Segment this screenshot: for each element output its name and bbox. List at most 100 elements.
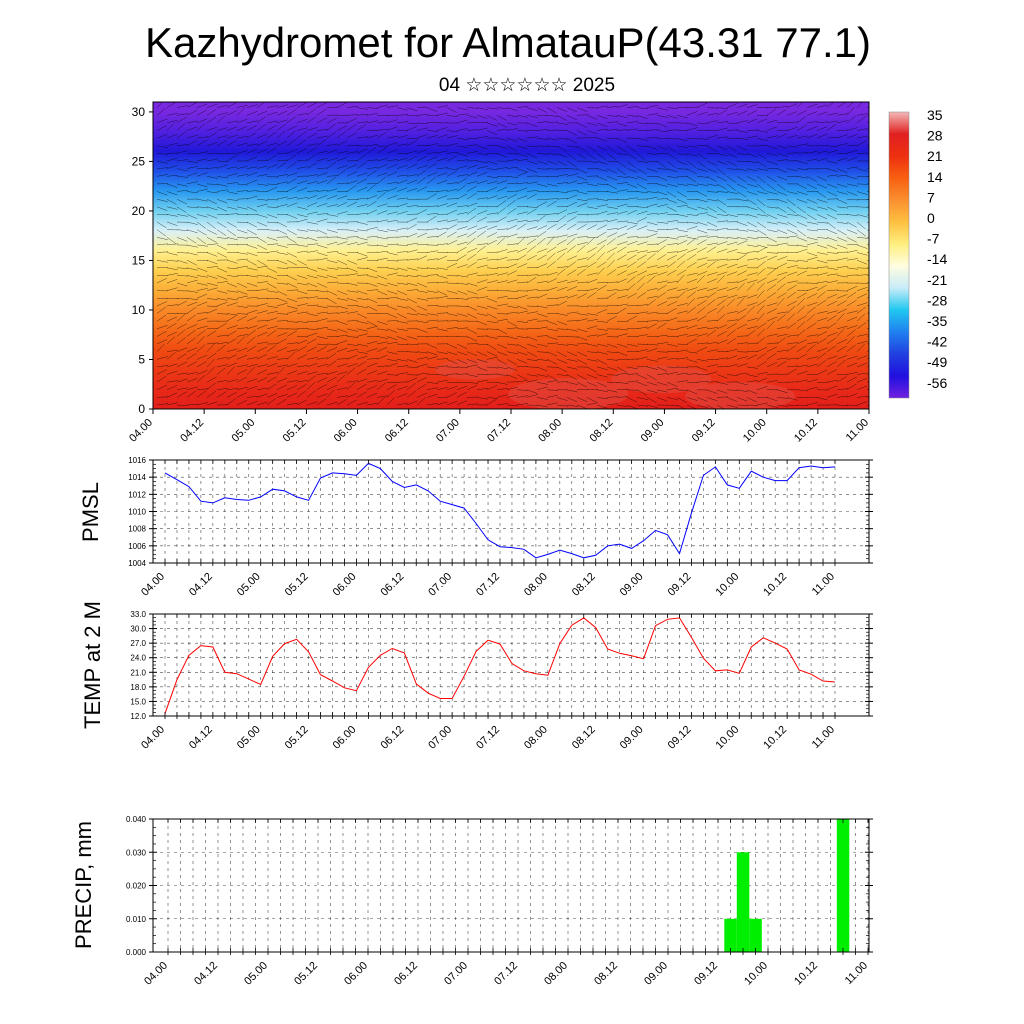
wind-barb bbox=[396, 174, 408, 177]
wind-barb bbox=[496, 228, 509, 230]
wind-barb bbox=[646, 168, 658, 172]
wind-barb bbox=[636, 115, 648, 119]
wind-barb bbox=[336, 371, 348, 375]
wind-barb bbox=[176, 198, 187, 205]
wind-barb bbox=[266, 330, 277, 337]
wind-barb bbox=[586, 381, 598, 387]
wind-barb bbox=[646, 343, 658, 346]
wind-barb bbox=[166, 119, 178, 124]
wind-barb bbox=[156, 301, 168, 307]
wind-barb bbox=[366, 184, 376, 192]
wind-barb bbox=[546, 328, 558, 332]
wind-barb bbox=[716, 237, 729, 239]
wind-barb bbox=[616, 328, 628, 331]
wind-barb bbox=[506, 263, 518, 269]
wind-barb bbox=[636, 397, 648, 400]
wind-barb bbox=[166, 252, 178, 256]
wind-barb bbox=[686, 137, 698, 140]
wind-barb bbox=[696, 315, 707, 322]
wind-barb bbox=[386, 119, 398, 124]
heatmap-y-tick-label: 20 bbox=[132, 204, 146, 218]
wind-barb bbox=[406, 242, 418, 246]
wind-barb bbox=[666, 254, 677, 261]
wind-barb bbox=[626, 224, 638, 230]
wind-barb bbox=[786, 214, 798, 216]
wind-barb bbox=[326, 221, 338, 224]
wind-barb bbox=[826, 160, 838, 164]
wind-barb bbox=[796, 176, 808, 179]
wind-barb bbox=[216, 281, 228, 284]
wind-barb bbox=[406, 282, 418, 287]
wind-barb bbox=[516, 153, 528, 157]
wind-barb bbox=[246, 336, 256, 345]
wind-barb bbox=[366, 402, 378, 406]
wind-barb bbox=[246, 111, 258, 116]
x-tick-label: 11.00 bbox=[810, 571, 837, 598]
wind-barb bbox=[356, 148, 368, 154]
wind-barb bbox=[826, 221, 836, 229]
wind-barb bbox=[766, 308, 777, 314]
wind-barb bbox=[636, 168, 647, 175]
wind-barb bbox=[676, 366, 689, 369]
wind-barb bbox=[266, 383, 277, 390]
wind-barb bbox=[536, 280, 548, 284]
wind-barb bbox=[356, 162, 367, 169]
x-tick-label: 07.00 bbox=[442, 960, 470, 988]
wind-barb bbox=[616, 381, 628, 384]
wind-barb bbox=[516, 374, 527, 380]
wind-barb bbox=[786, 199, 796, 207]
wind-barb bbox=[676, 191, 687, 198]
wind-barb bbox=[226, 338, 237, 345]
wind-barb bbox=[236, 334, 248, 337]
wind-barb bbox=[676, 260, 686, 268]
wind-barb bbox=[586, 115, 598, 120]
wind-barb bbox=[156, 237, 168, 241]
wind-barb bbox=[166, 267, 178, 271]
precip-bar bbox=[724, 918, 737, 953]
wind-barb bbox=[696, 342, 708, 345]
wind-barb bbox=[546, 278, 558, 284]
wind-barb bbox=[156, 314, 167, 322]
wind-barb bbox=[166, 122, 175, 131]
wind-barb bbox=[526, 153, 538, 159]
wind-barb bbox=[406, 107, 418, 112]
wind-barb bbox=[726, 348, 738, 352]
wind-barb bbox=[856, 267, 869, 269]
wind-barb bbox=[656, 168, 669, 170]
wind-barb bbox=[226, 120, 238, 124]
wind-barb bbox=[206, 330, 217, 337]
wind-barb bbox=[376, 275, 388, 280]
wind-barb bbox=[376, 190, 389, 192]
wind-barb bbox=[526, 296, 538, 299]
wind-barb bbox=[406, 179, 418, 185]
wind-barb bbox=[196, 388, 209, 391]
wind-barb bbox=[366, 275, 378, 279]
wind-barb bbox=[746, 279, 758, 284]
wind-barb bbox=[276, 174, 288, 177]
wind-barb bbox=[436, 267, 448, 270]
wind-barb bbox=[726, 374, 738, 376]
wind-barb bbox=[756, 277, 767, 284]
wind-barb bbox=[266, 305, 278, 308]
wind-barb bbox=[416, 244, 429, 246]
wind-barb bbox=[856, 252, 868, 256]
wind-barb bbox=[836, 134, 848, 139]
wind-barb bbox=[206, 237, 217, 243]
wind-barb bbox=[636, 153, 646, 161]
wind-barb bbox=[656, 212, 668, 215]
wind-barb bbox=[336, 267, 349, 269]
wind-barb bbox=[666, 115, 678, 119]
wind-barb bbox=[626, 121, 638, 124]
wind-barb bbox=[646, 253, 656, 261]
wind-barb bbox=[586, 351, 599, 353]
wind-barb bbox=[486, 320, 498, 324]
wind-barb bbox=[336, 221, 348, 224]
wind-barb bbox=[436, 227, 448, 230]
wind-barb bbox=[556, 404, 568, 407]
wind-barb bbox=[536, 129, 548, 131]
wind-barb bbox=[276, 104, 288, 108]
wind-barb bbox=[176, 275, 189, 277]
wind-barb bbox=[206, 366, 215, 375]
wind-barb bbox=[396, 336, 408, 341]
